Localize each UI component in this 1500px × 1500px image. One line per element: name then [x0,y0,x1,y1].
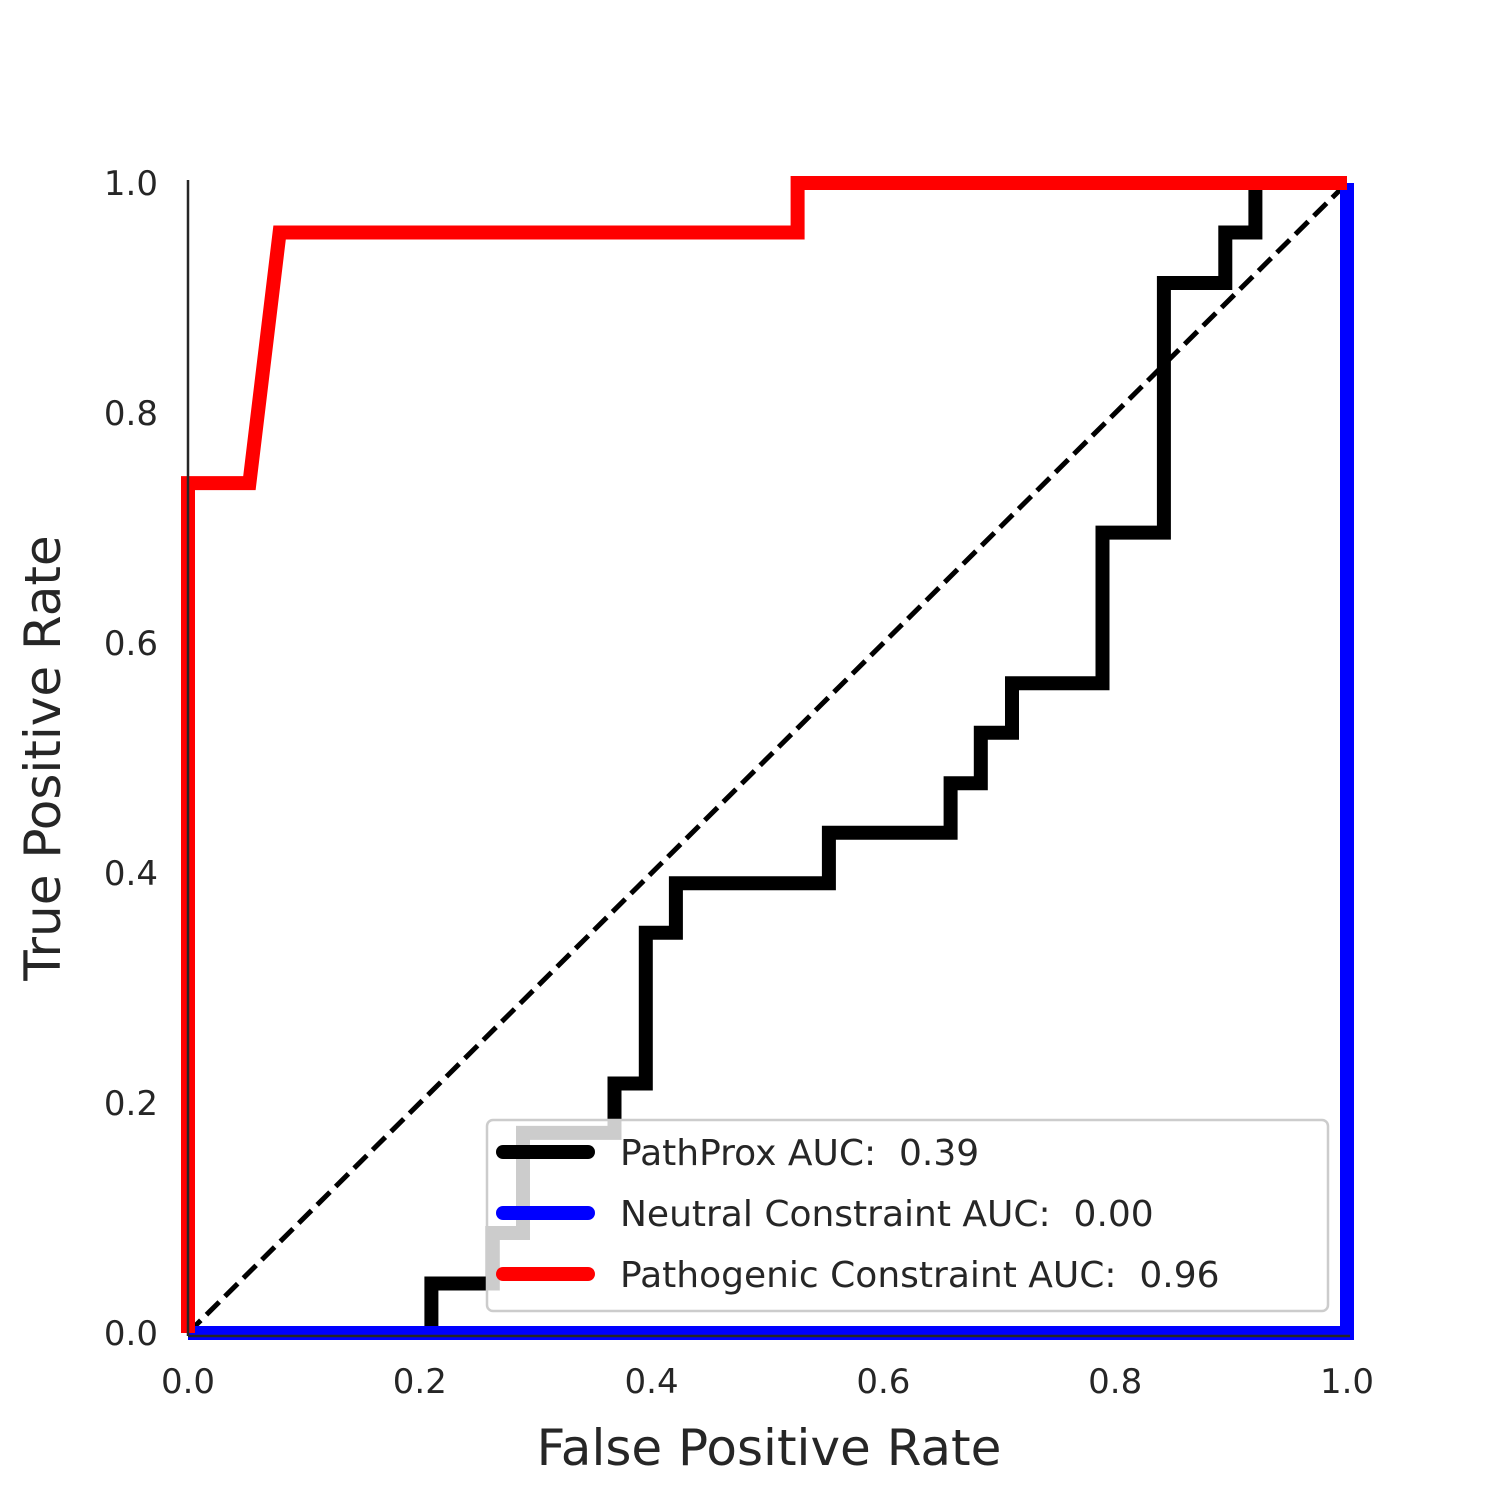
legend-item-pathprox-label: PathProx AUC: 0.39 [620,1133,979,1174]
x-axis-title: False Positive Rate [537,1419,1002,1477]
x-tick-label: 0.6 [856,1362,910,1402]
legend-item-pathogenic-constraint-label: Pathogenic Constraint AUC: 0.96 [620,1255,1220,1296]
x-tick-label: 0.4 [625,1362,679,1402]
ticks-layer: 0.0 0.2 0.4 0.6 0.8 1.0 0.0 0.2 0.4 0.6 0.8 1.0 [104,164,1374,1402]
diagonal-reference-line [186,181,1349,1335]
y-tick-label: 1.0 [104,164,158,204]
y-tick-label: 0.8 [104,394,158,434]
legend-items: PathProx AUC: 0.39 Neutral Constraint AUC… [496,1133,1220,1296]
legend: PathProx AUC: 0.39 Neutral Constraint AUC… [485,1118,1330,1313]
y-axis-title: True Positive Rate [14,535,72,981]
y-tick-label: 0.0 [104,1314,158,1354]
y-tick-label: 0.2 [104,1084,158,1124]
y-tick-label: 0.4 [104,854,158,894]
y-tick-label: 0.6 [104,624,158,664]
legend-frame [485,1118,1330,1313]
x-tick-label: 0.2 [393,1362,447,1402]
neutral-constraint-roc-line [188,183,1354,1340]
legend-item-neutral-constraint-label: Neutral Constraint AUC: 0.00 [620,1194,1154,1235]
x-tick-label: 1.0 [1320,1362,1374,1402]
x-tick-label: 0.0 [161,1362,215,1402]
x-tick-label: 0.8 [1088,1362,1142,1402]
axes-layer [186,180,1350,1338]
